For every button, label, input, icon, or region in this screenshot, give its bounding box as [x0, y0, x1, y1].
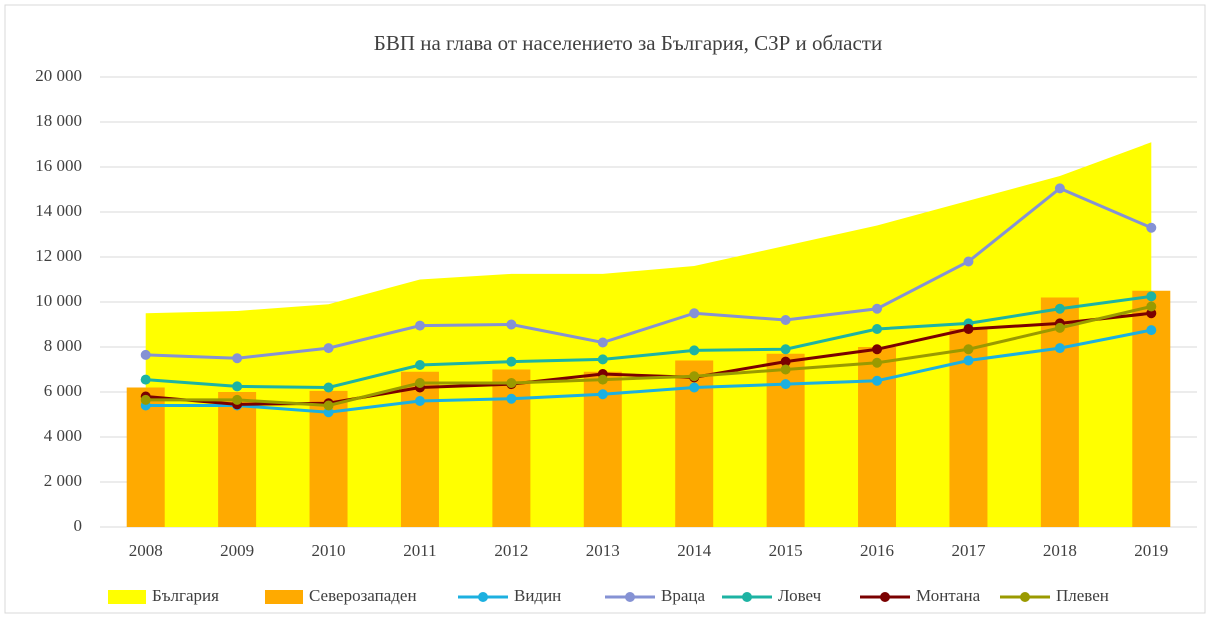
legend-label: Ловеч [778, 586, 822, 605]
point [323, 343, 334, 354]
point [232, 394, 243, 405]
point [597, 354, 608, 365]
x-tick-label: 2011 [403, 541, 436, 560]
legend-point [625, 592, 635, 602]
x-tick-label: 2017 [951, 541, 986, 560]
point [780, 379, 791, 390]
point [963, 256, 974, 267]
point [963, 324, 974, 334]
point [506, 378, 517, 388]
legend-label: Враца [661, 586, 705, 605]
point [872, 344, 883, 355]
point [140, 394, 151, 405]
x-tick-label: 2014 [677, 541, 712, 560]
x-tick-label: 2015 [769, 541, 803, 560]
point [414, 320, 425, 331]
point [506, 356, 517, 367]
point [780, 344, 791, 355]
point [597, 374, 608, 385]
point [689, 382, 700, 393]
point [780, 315, 791, 325]
x-tick-label: 2018 [1043, 541, 1077, 560]
line [145, 186, 1152, 360]
y-tick-label: 0 [74, 516, 83, 535]
point [414, 396, 425, 406]
point [963, 355, 974, 366]
point [1146, 325, 1157, 336]
y-tick-label: 18 000 [35, 111, 82, 130]
chart-title: БВП на глава от населението за България,… [374, 31, 882, 55]
point [1146, 222, 1157, 233]
point [1146, 301, 1157, 312]
point [232, 353, 243, 364]
y-tick-label: 2 000 [44, 471, 82, 490]
legend-swatch [108, 590, 146, 604]
y-tick-label: 8 000 [44, 336, 82, 355]
legend-label: Видин [514, 586, 561, 605]
line [145, 294, 1152, 390]
bar [492, 369, 531, 527]
x-tick-label: 2009 [220, 541, 254, 560]
point [1054, 322, 1065, 333]
y-tick-label: 16 000 [35, 156, 82, 175]
point [872, 375, 883, 386]
point [232, 381, 243, 392]
point [872, 303, 883, 314]
y-tick-label: 20 000 [35, 66, 82, 85]
point [414, 360, 425, 370]
line [145, 328, 1152, 414]
y-tick-label: 14 000 [35, 201, 82, 220]
point [140, 349, 151, 360]
point [1054, 343, 1065, 354]
y-tick-label: 12 000 [35, 246, 82, 265]
line [145, 305, 1152, 408]
y-tick-label: 6 000 [44, 381, 82, 400]
bar [1040, 297, 1079, 527]
point [780, 364, 791, 375]
y-tick-label: 10 000 [35, 291, 82, 310]
legend-label: България [152, 586, 219, 605]
legend-swatch [265, 590, 303, 604]
legend-point [1020, 592, 1030, 602]
bar [218, 392, 257, 527]
x-tick-label: 2019 [1134, 541, 1168, 560]
point [780, 356, 791, 367]
point [506, 393, 517, 404]
legend-label: Плевен [1056, 586, 1109, 605]
point [689, 371, 700, 382]
point [1054, 303, 1065, 314]
point [963, 344, 974, 355]
point [597, 337, 608, 348]
bar [126, 387, 165, 527]
x-tick-label: 2008 [129, 541, 163, 560]
point [689, 345, 700, 356]
point [140, 374, 151, 385]
point [506, 319, 517, 330]
point [1146, 291, 1157, 302]
point [323, 382, 334, 393]
legend-point [478, 592, 488, 602]
area [145, 142, 1152, 527]
point [597, 389, 608, 400]
legend-label: Монтана [916, 586, 981, 605]
point [414, 378, 425, 388]
x-tick-label: 2016 [860, 541, 894, 560]
point [872, 357, 883, 368]
legend-label: Северозападен [309, 586, 417, 605]
bar [858, 347, 897, 527]
point [689, 308, 700, 319]
bar [400, 371, 439, 527]
point [872, 324, 883, 334]
legend-point [880, 592, 890, 602]
x-tick-label: 2010 [312, 541, 346, 560]
point [1054, 183, 1065, 194]
x-tick-label: 2013 [586, 541, 620, 560]
x-tick-label: 2012 [494, 541, 528, 560]
y-tick-label: 4 000 [44, 426, 82, 445]
legend-point [742, 592, 752, 602]
point [323, 400, 334, 411]
